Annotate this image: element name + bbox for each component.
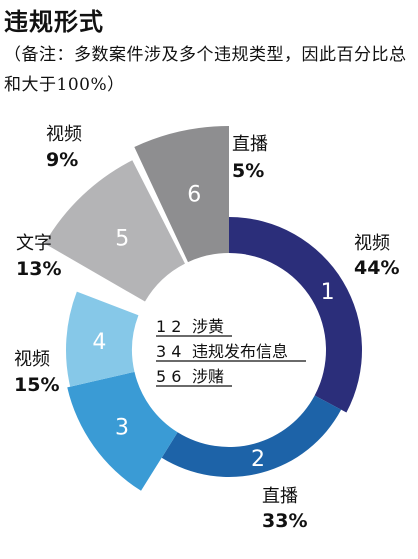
segment-number-2: 2 [251, 447, 265, 472]
segment-label-4: 文字 [16, 233, 52, 254]
legend-label-3: 涉赌 [192, 367, 224, 386]
segment-4 [66, 291, 139, 387]
segment-2 [161, 395, 342, 477]
chart-note: （备注：多数案件涉及多个违规类型，因此百分比总和大于100%） [4, 45, 407, 95]
segment-label-3: 视频 [14, 349, 50, 370]
segment-1 [229, 217, 362, 413]
segment-number-3: 3 [115, 415, 129, 440]
center-legend: 1 2 涉黄 3 4 违规发布信息 5 6 涉赌 [156, 317, 306, 387]
segment-6 [134, 126, 229, 263]
segment-number-4: 4 [92, 330, 106, 355]
segment-number-1: 1 [321, 280, 335, 305]
segment-label-1: 视频 [354, 233, 390, 254]
segment-label-6: 直播 [232, 134, 268, 155]
segment-percent-4: 13% [16, 258, 61, 280]
legend-label-2: 违规发布信息 [192, 342, 288, 361]
segment-label-2: 直播 [262, 486, 298, 507]
chart-title: 违规形式 [4, 8, 104, 36]
legend-nums-1: 1 2 [156, 317, 181, 336]
segment-percent-3: 15% [14, 374, 59, 396]
segment-5 [44, 160, 185, 302]
segment-number-5: 5 [115, 227, 129, 252]
segment-labels-group: 视频 44% 直播 33% 视频 15% 文字 13% 视频 9% 直播 5% [14, 124, 399, 532]
segment-numbers-group: 1 2 3 4 5 6 [92, 182, 334, 472]
segment-number-6: 6 [187, 182, 201, 207]
segment-percent-2: 33% [262, 510, 307, 532]
segment-3 [67, 371, 178, 491]
legend-label-1: 涉黄 [192, 317, 224, 336]
legend-nums-3: 5 6 [156, 367, 181, 386]
segment-percent-5: 9% [46, 149, 78, 171]
segment-percent-1: 44% [354, 257, 399, 279]
segment-label-5: 视频 [46, 124, 82, 145]
segments-group [44, 126, 362, 491]
legend-nums-2: 3 4 [156, 342, 181, 361]
segment-percent-6: 5% [232, 160, 264, 182]
